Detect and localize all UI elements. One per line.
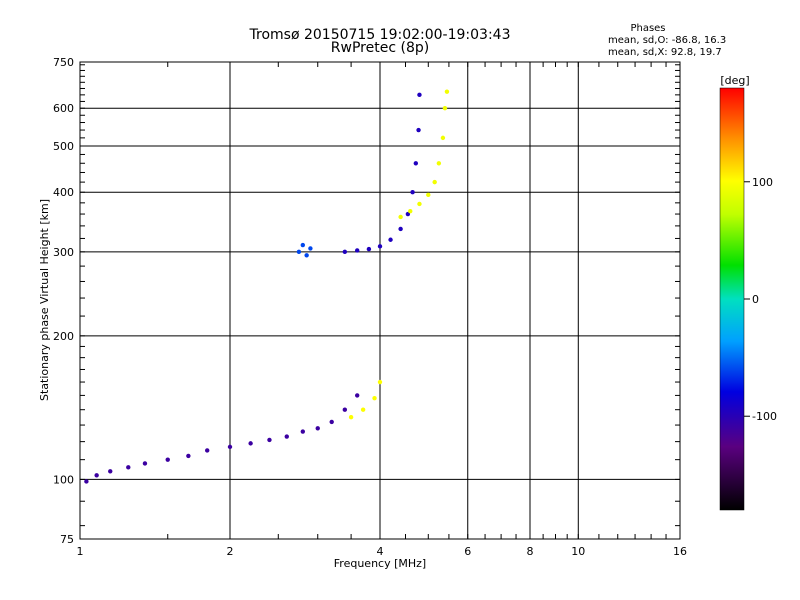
data-point (355, 393, 359, 397)
data-point (416, 128, 420, 132)
y-tick-label: 500 (53, 140, 74, 153)
y-axis-label: Stationary phase Virtual Height [km] (38, 199, 51, 401)
data-point (84, 479, 88, 483)
x-tick-label: 8 (527, 545, 534, 558)
data-point (301, 429, 305, 433)
x-tick-label: 10 (571, 545, 585, 558)
chart-subtitle: RwPretec (8p) (331, 40, 429, 56)
y-tick-label: 600 (53, 102, 74, 115)
phase-info-o: mean, sd,O: -86.8, 16.3 (608, 35, 726, 46)
data-point (437, 161, 441, 165)
ionogram-chart: Tromsø 20150715 19:02:00-19:03:43 RwPret… (0, 0, 800, 600)
y-tick-label: 300 (53, 246, 74, 259)
data-point (343, 250, 347, 254)
data-point (126, 465, 130, 469)
data-point (205, 448, 209, 452)
x-tick-label: 16 (673, 545, 687, 558)
data-point (304, 253, 308, 257)
y-tick-label: 75 (60, 533, 74, 546)
data-point (441, 136, 445, 140)
data-points (84, 89, 449, 483)
data-point (361, 408, 365, 412)
data-point (398, 215, 402, 219)
data-point (143, 461, 147, 465)
y-tick-label: 200 (53, 330, 74, 343)
data-point (417, 202, 421, 206)
data-point (367, 247, 371, 251)
data-point (94, 473, 98, 477)
data-point (308, 246, 312, 250)
data-point (432, 180, 436, 184)
phase-info-x: mean, sd,X: 92.8, 19.7 (608, 47, 722, 58)
data-point (297, 250, 301, 254)
data-point (414, 161, 418, 165)
y-tick-label: 400 (53, 186, 74, 199)
data-point (443, 106, 447, 110)
y-tick-label: 100 (53, 473, 74, 486)
colorbar-tick-label: -100 (752, 410, 777, 423)
data-point (166, 457, 170, 461)
data-point (349, 415, 353, 419)
data-point (228, 445, 232, 449)
x-axis-label: Frequency [MHz] (334, 557, 426, 570)
grid (80, 62, 680, 539)
colorbar-ticks: 100 0 -100 (744, 176, 777, 423)
data-point (267, 438, 271, 442)
data-point (378, 380, 382, 384)
phase-info-heading: Phases (630, 23, 665, 34)
data-point (445, 89, 449, 93)
data-point (316, 426, 320, 430)
data-point (301, 243, 305, 247)
data-point (355, 248, 359, 252)
data-point (388, 238, 392, 242)
data-point (408, 209, 412, 213)
data-point (378, 244, 382, 248)
data-point (410, 190, 414, 194)
colorbar-tick-label: 0 (752, 293, 759, 306)
data-point (372, 396, 376, 400)
data-point (330, 420, 334, 424)
colorbar-tick-label: 100 (752, 176, 773, 189)
data-point (417, 93, 421, 97)
x-tick-label: 6 (464, 545, 471, 558)
data-point (343, 408, 347, 412)
x-tick-label: 1 (77, 545, 84, 558)
colorbar-label: [deg] (720, 74, 749, 87)
data-point (426, 193, 430, 197)
data-point (248, 441, 252, 445)
data-point (285, 434, 289, 438)
data-point (186, 454, 190, 458)
data-point (108, 469, 112, 473)
data-point (398, 227, 402, 231)
y-tick-label: 750 (53, 56, 74, 69)
colorbar (720, 88, 744, 510)
x-tick-label: 2 (227, 545, 234, 558)
